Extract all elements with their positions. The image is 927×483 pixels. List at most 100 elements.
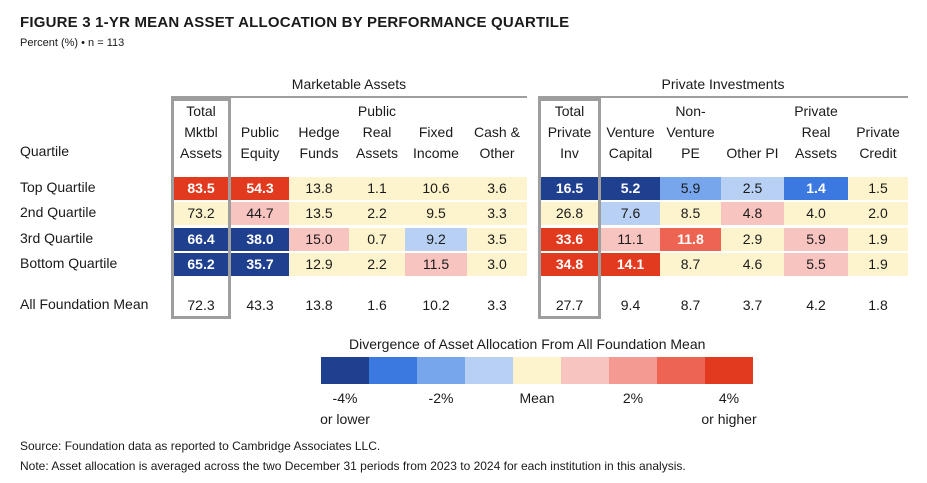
table-cell: 1.1	[349, 177, 405, 200]
table-cell: 5.9	[784, 228, 848, 251]
table-cell: 0.7	[349, 228, 405, 251]
table-cell: 4.8	[721, 202, 784, 225]
table-cell: 8.5	[660, 202, 721, 225]
row-label-all-foundation-mean: All Foundation Mean	[20, 296, 149, 312]
table-cell: 12.9	[289, 253, 349, 276]
table-cell: 11.8	[660, 228, 721, 251]
table-cell: 7.6	[601, 202, 660, 225]
mean-cell: 27.7	[555, 297, 584, 313]
column-header-9: Other PI	[726, 145, 779, 161]
column-header-8: Non- Venture PE	[666, 103, 715, 161]
row-label-bottom-quartile: Bottom Quartile	[20, 255, 118, 271]
legend-swatch-plus4	[705, 357, 753, 384]
legend-label-1: -2%	[428, 390, 454, 406]
table-cell: 2.2	[349, 253, 405, 276]
mean-cell: 43.3	[246, 297, 274, 313]
table-cell: 9.5	[405, 202, 467, 225]
table-cell: 2.5	[721, 177, 784, 200]
table-cell: 11.5	[405, 253, 467, 276]
table-cell: 54.3	[231, 177, 289, 200]
table-cell: 1.5	[848, 177, 908, 200]
row-label-top-quartile: Top Quartile	[20, 179, 96, 195]
table-cell: 2.0	[848, 202, 908, 225]
footnote: Note: Asset allocation is averaged acros…	[20, 459, 686, 473]
legend-swatch-plus3	[657, 357, 705, 384]
table-cell: 1.9	[848, 228, 908, 251]
column-header-0: Total Mktbl Assets	[179, 103, 222, 161]
legend-swatch-mean	[513, 357, 561, 384]
table-cell: 65.2	[171, 253, 231, 276]
table-cell: 2.2	[349, 202, 405, 225]
mean-cell: 72.3	[187, 297, 215, 313]
figure-subtitle: Percent (%) • n = 113	[20, 37, 125, 49]
legend-swatch-minus3	[369, 357, 417, 384]
table-cell: 16.5	[538, 177, 601, 200]
table-cell: 5.9	[660, 177, 721, 200]
table-cell: 34.8	[538, 253, 601, 276]
legend-label-2: Mean	[519, 390, 555, 406]
legend-title: Divergence of Asset Allocation From All …	[349, 336, 706, 352]
table-cell: 11.1	[601, 228, 660, 251]
column-header-10: Private Real Assets	[794, 103, 838, 161]
column-header-2: Hedge Funds	[298, 124, 340, 161]
table-cell: 3.0	[467, 253, 527, 276]
mean-cell: 4.2	[806, 297, 826, 313]
legend-swatch-minus2	[417, 357, 465, 384]
table-cell: 3.5	[467, 228, 527, 251]
row-label-2nd-quartile: 2nd Quartile	[20, 204, 97, 220]
table-cell: 13.5	[289, 202, 349, 225]
column-header-4: Fixed Income	[413, 124, 459, 161]
column-header-6: Total Private Inv	[547, 103, 592, 161]
mean-cell: 13.8	[305, 297, 333, 313]
table-cell: 44.7	[231, 202, 289, 225]
legend-label-0: -4% or lower	[320, 390, 370, 427]
column-header-3: Public Real Assets	[355, 103, 398, 161]
mean-cell: 9.4	[620, 297, 641, 313]
table-cell: 15.0	[289, 228, 349, 251]
table-cell: 3.6	[467, 177, 527, 200]
legend-swatch-plus2	[609, 357, 657, 384]
legend-swatch-minus1	[465, 357, 513, 384]
legend-label-3: 2%	[622, 390, 644, 406]
table-cell: 5.2	[601, 177, 660, 200]
table-cell: 35.7	[231, 253, 289, 276]
table-cell: 26.8	[538, 202, 601, 225]
table-cell: 2.9	[721, 228, 784, 251]
mean-cell: 1.6	[367, 297, 387, 313]
group-header-private: Private Investments	[661, 76, 785, 92]
table-cell: 13.8	[289, 177, 349, 200]
table-cell: 38.0	[231, 228, 289, 251]
group-underline-marketable	[171, 96, 527, 98]
table-cell: 66.4	[171, 228, 231, 251]
table-cell: 73.2	[171, 202, 231, 225]
quartile-column-header: Quartile	[20, 143, 70, 159]
table-cell: 8.7	[660, 253, 721, 276]
mean-cell: 8.7	[680, 297, 701, 313]
column-header-7: Venture Capital	[606, 124, 655, 161]
column-header-1: Public Equity	[240, 124, 280, 161]
group-underline-private	[538, 96, 908, 98]
table-cell: 4.0	[784, 202, 848, 225]
legend-label-4: 4% or higher	[701, 390, 757, 427]
legend-swatch-plus1	[561, 357, 609, 384]
column-header-5: Cash & Other	[474, 124, 520, 161]
table-cell: 4.6	[721, 253, 784, 276]
legend-swatch-minus4	[321, 357, 369, 384]
table-cell: 14.1	[601, 253, 660, 276]
mean-cell: 3.7	[742, 297, 763, 313]
table-cell: 1.4	[784, 177, 848, 200]
source-note: Source: Foundation data as reported to C…	[20, 439, 381, 453]
figure-title: FIGURE 3 1-YR MEAN ASSET ALLOCATION BY P…	[20, 14, 570, 31]
table-cell: 83.5	[171, 177, 231, 200]
mean-cell: 1.8	[868, 297, 888, 313]
row-label-3rd-quartile: 3rd Quartile	[20, 230, 94, 246]
table-cell: 5.5	[784, 253, 848, 276]
table-cell: 33.6	[538, 228, 601, 251]
table-cell: 1.9	[848, 253, 908, 276]
mean-cell: 3.3	[487, 297, 507, 313]
table-cell: 9.2	[405, 228, 467, 251]
table-cell: 10.6	[405, 177, 467, 200]
table-cell: 3.3	[467, 202, 527, 225]
column-header-11: Private Credit	[856, 124, 900, 161]
group-header-marketable: Marketable Assets	[291, 76, 407, 92]
